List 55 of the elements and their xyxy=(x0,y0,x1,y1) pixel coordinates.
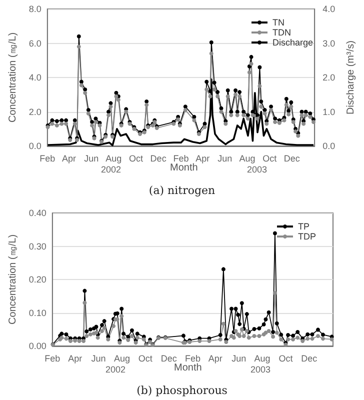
x-tick-label: Oct xyxy=(128,154,144,164)
y-tick-label: 0.0 xyxy=(28,141,42,151)
x-axis-title: Month xyxy=(170,162,198,174)
y2-tick-label: 3.0 xyxy=(322,38,336,48)
text: 2002 xyxy=(106,364,126,374)
x-tick-label: Aug xyxy=(106,154,122,164)
x-tick-label: Oct xyxy=(278,354,294,364)
y-tick-label: 0.30 xyxy=(28,241,46,252)
y2-tick-label: 1.0 xyxy=(322,106,336,117)
x-tick-label: Dec xyxy=(160,354,178,364)
legend-label: TDP xyxy=(298,232,316,242)
text: (a) nitrogen xyxy=(148,184,216,197)
text: 2003 xyxy=(247,164,268,174)
x-tick-label: Apr xyxy=(68,354,82,364)
y-tick-label: 0.20 xyxy=(28,274,46,284)
y2-axis-title: Discharge (m³/s) xyxy=(346,40,356,114)
y-tick-label: 2.0 xyxy=(28,106,42,117)
y2-tick-label: 0.0 xyxy=(322,141,336,151)
x-tick-label: Feb xyxy=(184,354,200,364)
text: 2003 xyxy=(250,364,271,374)
x-tick-label: Dec xyxy=(150,154,167,164)
legend-label: TP xyxy=(298,222,310,232)
x-tick-label: Oct xyxy=(138,354,153,364)
legend-label: TDN xyxy=(272,28,291,38)
x-tick-label: Apr xyxy=(208,354,222,364)
x-tick-label: Oct xyxy=(262,154,278,164)
x-tick-label: Dec xyxy=(301,354,318,364)
y-tick-label: 0.00 xyxy=(28,341,46,351)
text: 2002 xyxy=(101,164,122,174)
legend-label: TN xyxy=(272,18,284,28)
y-tick-label: 0.40 xyxy=(28,208,46,218)
text: (b) phosphorous xyxy=(136,384,228,397)
y2-tick-label: 4.0 xyxy=(322,4,336,14)
x-tick-label: Aug xyxy=(239,154,256,164)
x-tick-label: Jun xyxy=(91,354,106,364)
y2-tick-label: 2.0 xyxy=(322,72,336,82)
y-tick-label: 6.0 xyxy=(28,38,42,48)
x-tick-label: Apr xyxy=(196,154,210,164)
y-axis-title: Concentration (㎎/L) xyxy=(8,32,18,123)
x-tick-label: Jun xyxy=(218,154,232,164)
y-tick-label: 8.0 xyxy=(28,4,42,14)
x-tick-label: Dec xyxy=(284,154,300,164)
x-tick-label: Feb xyxy=(44,354,60,364)
legend-label: Discharge xyxy=(272,38,314,48)
x-tick-label: Feb xyxy=(173,154,189,164)
y-tick-label: 0.10 xyxy=(28,308,46,318)
x-axis-title: Month xyxy=(174,362,202,374)
x-tick-label: Aug xyxy=(254,354,270,364)
x-tick-label: Feb xyxy=(40,154,56,164)
y-axis-title: Concentration (㎎/L) xyxy=(8,234,18,325)
x-tick-label: Aug xyxy=(114,354,130,364)
x-tick-label: Apr xyxy=(62,154,76,164)
y-tick-label: 4.0 xyxy=(28,72,42,82)
x-tick-label: Jun xyxy=(84,154,99,164)
x-tick-label: Jun xyxy=(232,354,246,364)
